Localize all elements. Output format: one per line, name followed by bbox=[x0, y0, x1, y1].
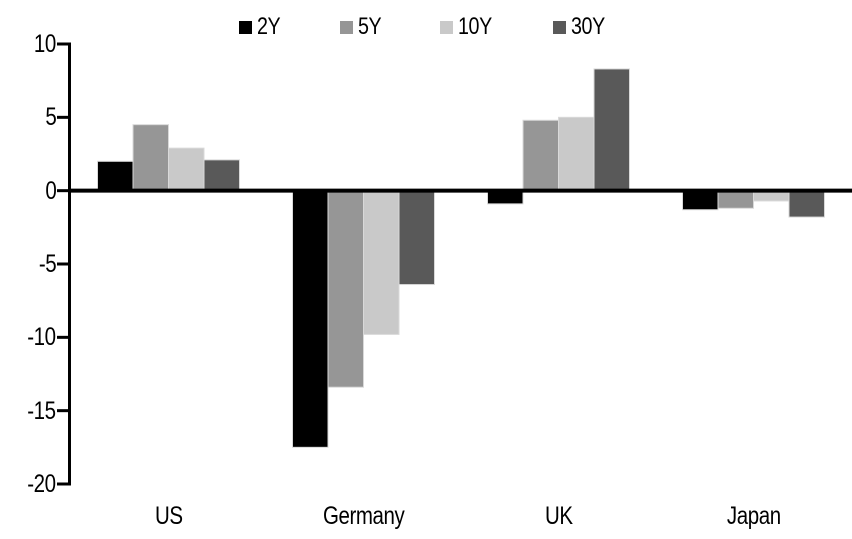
x-label-japan: Japan bbox=[684, 502, 824, 530]
y-tick-label-text: -15 bbox=[27, 396, 57, 425]
legend: 2Y 5Y 10Y 30Y bbox=[0, 13, 852, 41]
bar-japan-2y bbox=[682, 190, 719, 211]
x-label-us: US bbox=[99, 502, 239, 530]
legend-label-2y: 2Y bbox=[257, 13, 281, 40]
y-tick-label-10: 10 bbox=[2, 30, 56, 58]
y-tick-label--20: -20 bbox=[2, 470, 57, 498]
y-tick-label--10: -10 bbox=[2, 323, 57, 352]
y-tick-label-text: -10 bbox=[27, 323, 57, 352]
legend-label-5y: 5Y bbox=[357, 13, 382, 40]
legend-swatch-10y-icon bbox=[440, 20, 454, 34]
bar-uk-30y bbox=[593, 68, 630, 192]
y-tick-label-text: 5 bbox=[45, 103, 56, 132]
bar-us-10y bbox=[168, 147, 205, 192]
bar-japan-30y bbox=[788, 190, 825, 218]
legend-label-10y: 10Y bbox=[458, 13, 492, 40]
legend-swatch-5y-icon bbox=[339, 20, 353, 34]
y-tick-label-5: 5 bbox=[2, 103, 56, 131]
y-tick-label-text: 10 bbox=[34, 30, 56, 58]
bar-us-2y bbox=[97, 160, 134, 192]
bar-uk-5y bbox=[522, 119, 559, 192]
bar-us-5y bbox=[132, 124, 169, 192]
y-tick-label--15: -15 bbox=[2, 396, 57, 425]
legend-item-10y: 10Y bbox=[440, 13, 499, 41]
legend-swatch-30y-icon bbox=[553, 20, 567, 34]
legend-item-2y: 2Y bbox=[239, 13, 285, 41]
y-tick-label-text: -20 bbox=[27, 470, 57, 498]
bar-germany-5y bbox=[327, 190, 364, 388]
y-tick-label-text: -5 bbox=[38, 250, 57, 278]
bar-japan-5y bbox=[717, 190, 754, 209]
x-label-text: Germany bbox=[322, 502, 405, 530]
y-tick-label--5: -5 bbox=[2, 250, 57, 278]
legend-label-30y: 30Y bbox=[571, 13, 606, 40]
y-tick-label-text: 0 bbox=[45, 176, 56, 205]
legend-swatch-2y-icon bbox=[239, 20, 253, 34]
bar-uk-10y bbox=[558, 116, 595, 192]
y-tick-label-0: 0 bbox=[2, 177, 56, 205]
legend-item-30y: 30Y bbox=[553, 13, 612, 41]
bar-germany-30y bbox=[398, 190, 435, 286]
bar-germany-10y bbox=[363, 190, 400, 335]
x-label-text: Japan bbox=[726, 502, 781, 530]
x-label-text: UK bbox=[544, 502, 573, 530]
bar-germany-2y bbox=[292, 190, 329, 448]
x-label-germany: Germany bbox=[294, 502, 434, 530]
legend-item-5y: 5Y bbox=[339, 13, 386, 41]
x-label-text: US bbox=[154, 502, 183, 530]
bar-us-30y bbox=[203, 159, 240, 192]
x-label-uk: UK bbox=[489, 502, 629, 530]
